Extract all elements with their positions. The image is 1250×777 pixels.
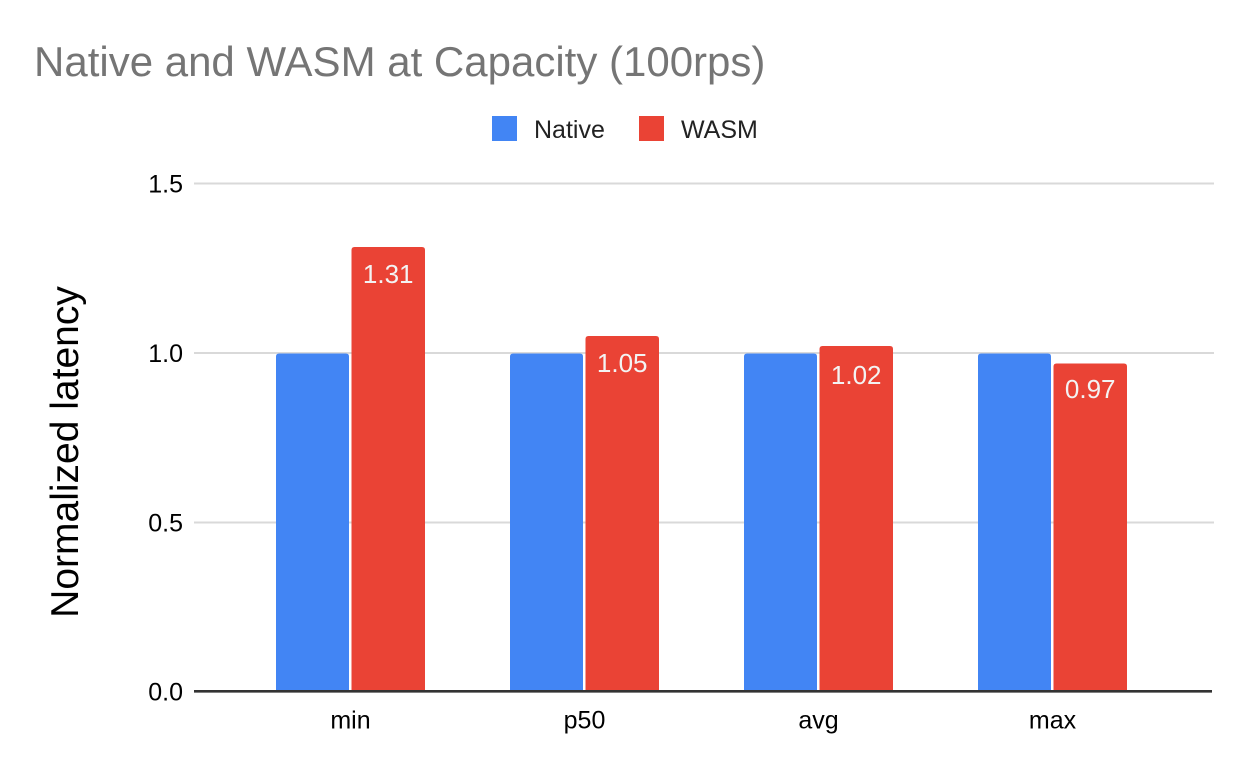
svg-text:1.31: 1.31 xyxy=(363,259,414,289)
svg-text:1.5: 1.5 xyxy=(148,171,183,199)
svg-text:max: max xyxy=(1029,707,1077,735)
svg-text:1.05: 1.05 xyxy=(597,348,648,378)
svg-text:1.0: 1.0 xyxy=(148,340,183,368)
svg-text:p50: p50 xyxy=(564,707,606,735)
svg-text:WASM: WASM xyxy=(681,116,758,144)
svg-text:0.97: 0.97 xyxy=(1065,374,1116,404)
svg-text:1.02: 1.02 xyxy=(831,360,882,390)
svg-text:min: min xyxy=(330,707,370,735)
svg-text:0.0: 0.0 xyxy=(148,679,183,707)
svg-text:Native: Native xyxy=(534,116,605,144)
svg-text:0.5: 0.5 xyxy=(148,510,183,538)
svg-text:avg: avg xyxy=(798,707,838,735)
svg-text:Normalized latency: Normalized latency xyxy=(44,286,87,618)
svg-text:Native and WASM at Capacity (1: Native and WASM at Capacity (100rps) xyxy=(34,38,765,85)
